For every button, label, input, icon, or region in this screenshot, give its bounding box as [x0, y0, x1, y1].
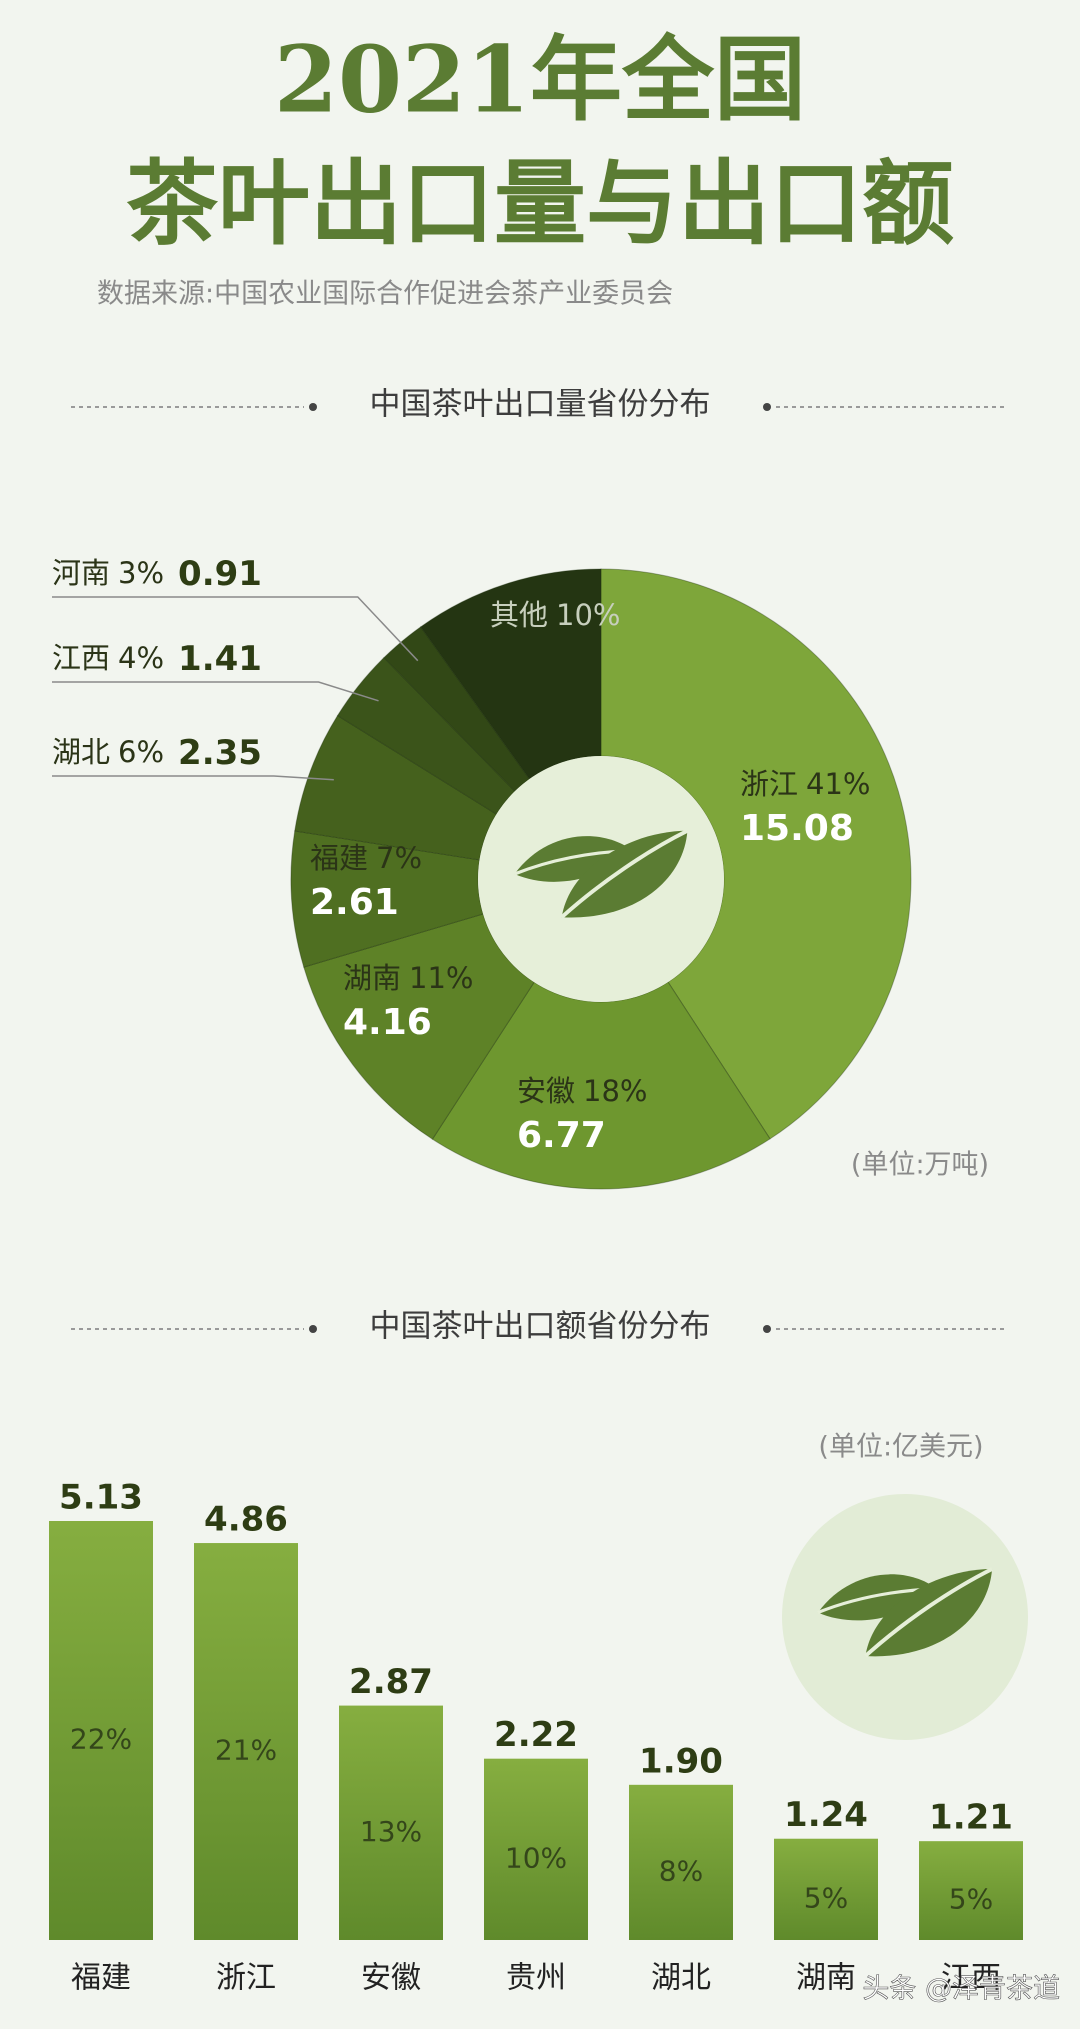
value-label: 2.22	[494, 1715, 578, 1755]
value-label: 4.86	[204, 1500, 288, 1540]
percent-label: 4%	[118, 641, 164, 675]
percent-label: 5%	[804, 1881, 848, 1914]
section-title: 中国茶叶出口量省份分布	[370, 387, 711, 423]
category-label: 江西	[941, 1961, 1001, 1996]
category-label: 湖南	[796, 1961, 856, 1996]
value-label: 2.87	[349, 1662, 433, 1702]
slice-label: 福建 7%	[310, 841, 422, 875]
value-label: 1.21	[929, 1798, 1013, 1838]
slice-label: 江西 4% 1.41	[52, 639, 262, 679]
slice-label: 湖南 11%	[343, 961, 473, 995]
value-label: 1.90	[639, 1741, 723, 1781]
value-label: 2.35	[178, 733, 262, 773]
donut-slice	[600, 568, 912, 1140]
value-label: 15.08	[740, 808, 854, 849]
slice-label: 河南 3% 0.91	[52, 554, 262, 594]
category-name: 安徽	[517, 1074, 575, 1108]
leader-line	[52, 681, 379, 702]
bar	[774, 1838, 878, 1940]
value-label: 2.61	[310, 882, 399, 923]
value-label: 1.41	[178, 639, 262, 679]
watermark: 头条 @泽青茶道	[862, 1974, 1060, 2005]
category-name: 浙江	[740, 767, 798, 801]
percent-label: 10%	[505, 1841, 567, 1874]
value-label: 4.16	[343, 1002, 432, 1043]
category-name: 河南	[52, 556, 110, 590]
source: 数据来源:中国农业国际合作促进会茶产业委员会	[97, 279, 673, 310]
bar	[194, 1543, 298, 1940]
percent-label: 8%	[659, 1854, 703, 1887]
percent-label: 41%	[806, 767, 870, 801]
section-title: 中国茶叶出口额省份分布	[370, 1309, 711, 1345]
category-label: 贵州	[506, 1961, 566, 1996]
title-line: 2021年全国	[274, 26, 806, 134]
bar	[484, 1758, 588, 1940]
section-divider	[71, 1325, 1008, 1333]
percent-label: 18%	[583, 1074, 647, 1108]
bar-chart: 5.13 22% 福建 4.86 21% 浙江 2.87 13% 安徽 2.22 10% 贵州 1.90…	[49, 1478, 1023, 1996]
bar	[339, 1705, 443, 1940]
percent-label: 6%	[118, 735, 164, 769]
percent-label: 13%	[360, 1815, 422, 1848]
bar	[919, 1841, 1023, 1940]
percent-label: 7%	[376, 841, 422, 875]
bar	[629, 1784, 733, 1940]
slice-label: 安徽 18%	[517, 1074, 647, 1108]
category-name: 江西	[52, 641, 110, 675]
value-label: 1.24	[784, 1795, 868, 1835]
leader-line	[52, 596, 419, 662]
bar	[49, 1521, 153, 1940]
percent-label: 5%	[949, 1883, 993, 1916]
category-name: 湖南	[343, 961, 401, 995]
category-label: 浙江	[216, 1961, 276, 1996]
title-line: 茶叶出口量与出口额	[126, 150, 954, 258]
percent-label: 11%	[409, 961, 473, 995]
category-label: 湖北	[651, 1961, 711, 1996]
category-label: 安徽	[361, 1961, 421, 1996]
percent-label: 10%	[556, 598, 620, 632]
percent-label: 3%	[118, 556, 164, 590]
value-label: 0.91	[178, 554, 262, 594]
category-label: 福建	[71, 1961, 131, 1996]
unit-label: (单位:万吨)	[851, 1150, 989, 1181]
leader-line	[52, 775, 334, 781]
unit-label: (单位:亿美元)	[818, 1432, 983, 1463]
percent-label: 21%	[215, 1734, 277, 1767]
slice-label: 其他 10%	[490, 598, 620, 632]
donut-chart: 浙江 41% 15.08 安徽 18% 6.77 湖南 11% 4.16 福建 7% 2.61 湖北 6%…	[52, 554, 912, 1190]
slice-label: 湖北 6% 2.35	[52, 733, 262, 773]
slice-label: 浙江 41%	[740, 767, 870, 801]
section-divider	[71, 403, 1008, 411]
value-label: 6.77	[517, 1115, 606, 1156]
percent-label: 22%	[70, 1723, 132, 1756]
value-label: 5.13	[59, 1478, 143, 1518]
category-name: 湖北	[52, 735, 110, 769]
category-name: 其他	[490, 598, 548, 632]
category-name: 福建	[310, 841, 368, 875]
